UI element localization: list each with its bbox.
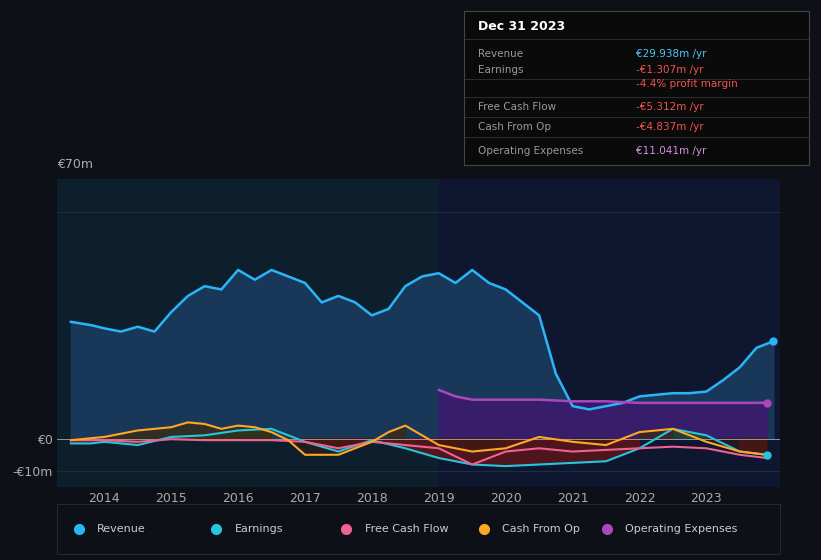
Text: -€4.837m /yr: -€4.837m /yr xyxy=(636,123,704,133)
Text: Free Cash Flow: Free Cash Flow xyxy=(478,102,556,111)
Text: Cash From Op: Cash From Op xyxy=(478,123,551,133)
Text: €11.041m /yr: €11.041m /yr xyxy=(636,146,707,156)
Text: -€5.312m /yr: -€5.312m /yr xyxy=(636,102,704,111)
Text: Dec 31 2023: Dec 31 2023 xyxy=(478,20,565,33)
Text: Revenue: Revenue xyxy=(478,49,523,59)
Text: -€1.307m /yr: -€1.307m /yr xyxy=(636,65,704,74)
Text: Earnings: Earnings xyxy=(235,524,283,534)
Text: Free Cash Flow: Free Cash Flow xyxy=(365,524,448,534)
Text: Operating Expenses: Operating Expenses xyxy=(625,524,737,534)
Text: -4.4% profit margin: -4.4% profit margin xyxy=(636,80,738,90)
Text: Operating Expenses: Operating Expenses xyxy=(478,146,583,156)
Bar xyxy=(438,179,780,487)
Text: Cash From Op: Cash From Op xyxy=(502,524,580,534)
Text: Earnings: Earnings xyxy=(478,65,523,74)
Text: €70m: €70m xyxy=(57,158,94,171)
Text: €29.938m /yr: €29.938m /yr xyxy=(636,49,707,59)
Text: Revenue: Revenue xyxy=(97,524,146,534)
